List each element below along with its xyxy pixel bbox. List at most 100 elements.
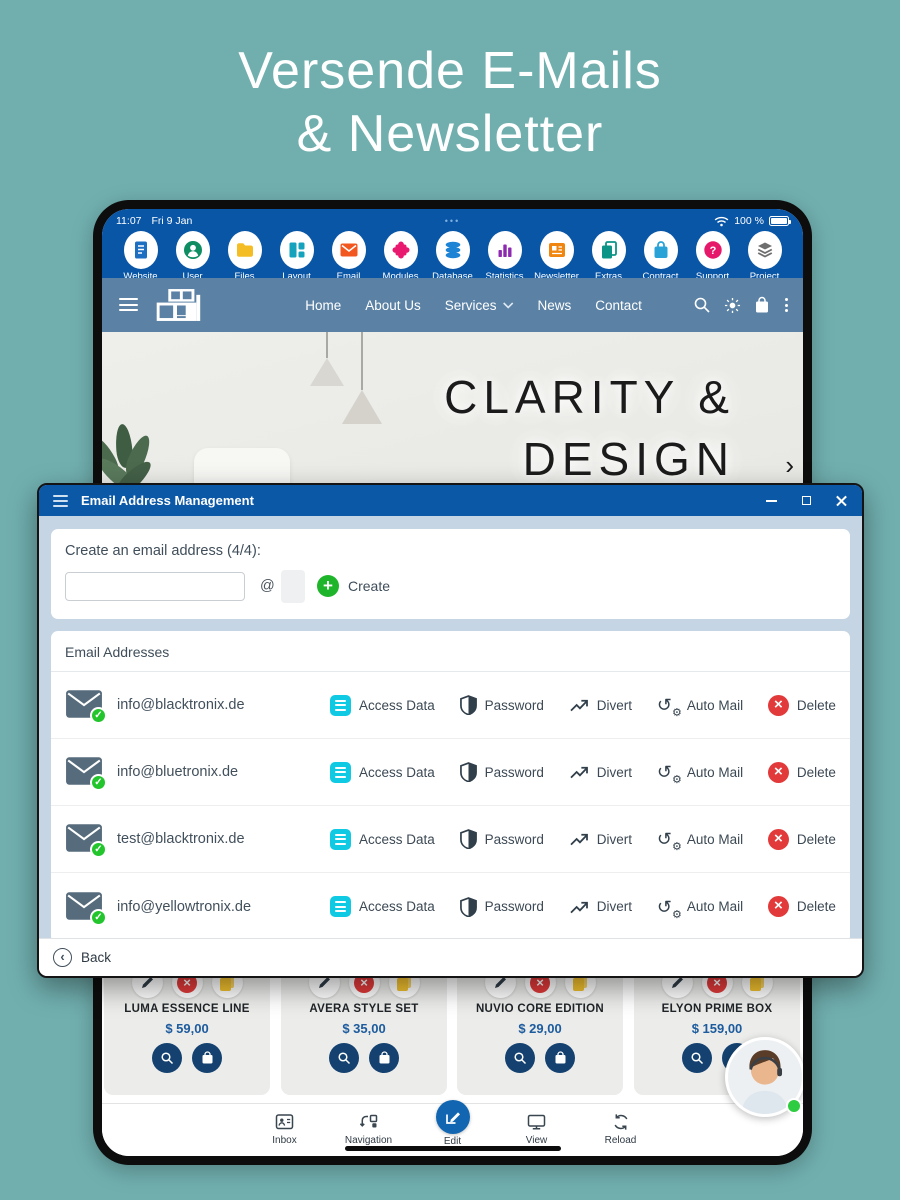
auto-mail-button[interactable]: ↺ ⚙ Auto Mail	[656, 695, 744, 719]
password-button[interactable]: Password	[459, 829, 544, 849]
auto-mail-button[interactable]: ↺ ⚙ Auto Mail	[656, 762, 744, 786]
access-data-icon	[330, 828, 351, 850]
nav-about-us[interactable]: About Us	[365, 297, 421, 313]
nav-home[interactable]: Home	[305, 297, 342, 313]
email-address: info@blacktronix.de	[117, 697, 245, 713]
buy-bag-icon[interactable]	[192, 1043, 222, 1073]
access-data-button[interactable]: Access Data	[330, 761, 435, 783]
access-data-button[interactable]: Access Data	[330, 828, 435, 850]
app-modules[interactable]: Modules	[377, 231, 424, 282]
access-data-icon	[330, 896, 351, 917]
battery-icon	[769, 216, 791, 226]
divert-arrow-icon	[570, 901, 588, 913]
pendant-lamp-icon	[310, 332, 344, 386]
search-icon[interactable]	[693, 296, 711, 314]
nav-contact[interactable]: Contact	[595, 297, 642, 313]
maximize-icon[interactable]	[799, 494, 813, 508]
domain-select[interactable]	[281, 570, 305, 603]
app-database[interactable]: Database	[429, 231, 476, 282]
app-support[interactable]: ? Support	[689, 231, 736, 282]
tab-edit[interactable]: Edit	[425, 1100, 481, 1156]
app-user[interactable]: User	[169, 231, 216, 282]
back-button[interactable]: ‹ Back	[53, 948, 111, 967]
auto-mail-button[interactable]: ↺ ⚙ Auto Mail	[656, 896, 744, 921]
carousel-next-icon[interactable]: ›	[785, 450, 794, 480]
email-list-panel: Email Addresses ✓ info@blacktronix.de Ac…	[51, 631, 850, 943]
brightness-sun-icon[interactable]	[724, 297, 741, 314]
app-icon-row: Website User Files	[102, 230, 803, 282]
app-newsletter[interactable]: Newsletter	[533, 231, 580, 282]
create-button[interactable]: Create	[348, 578, 391, 594]
check-icon: ✓	[90, 707, 107, 724]
create-plus-icon[interactable]: +	[317, 575, 339, 597]
tab-navigation[interactable]: Navigation	[341, 1111, 397, 1156]
email-address: info@yellowtronix.de	[117, 898, 252, 915]
inbox-contact-icon	[275, 1111, 294, 1133]
access-data-button[interactable]: Access Data	[330, 694, 435, 716]
app-files[interactable]: Files	[221, 231, 268, 282]
delete-x-icon: ×	[767, 761, 789, 783]
nav-news[interactable]: News	[537, 297, 572, 313]
password-button[interactable]: Password	[459, 695, 544, 715]
product-card: × LUMA ESSENCE LINE $ 59,00	[104, 962, 270, 1095]
product-card: × AVERA STYLE SET $ 35,00	[281, 962, 447, 1095]
kebab-menu-icon[interactable]	[783, 296, 790, 314]
tab-inbox[interactable]: Inbox	[257, 1111, 313, 1156]
app-project[interactable]: Project	[741, 231, 788, 282]
support-avatar[interactable]	[725, 1037, 803, 1117]
app-email[interactable]: Email	[325, 231, 372, 282]
buy-bag-icon[interactable]	[545, 1043, 575, 1073]
app-website[interactable]: Website	[117, 231, 164, 282]
minimize-icon[interactable]	[764, 494, 778, 508]
delete-button[interactable]: × Delete	[767, 761, 836, 783]
delete-button[interactable]: × Delete	[767, 828, 836, 850]
zoom-icon[interactable]	[152, 1043, 182, 1073]
password-button[interactable]: Password	[459, 762, 544, 782]
dialog-titlebar[interactable]: Email Address Management	[39, 485, 862, 516]
delete-x-icon: ×	[767, 828, 789, 850]
dialog-menu-icon[interactable]	[53, 494, 68, 507]
email-local-part-input[interactable]	[65, 572, 245, 601]
zoom-icon[interactable]	[329, 1043, 359, 1073]
wifi-icon	[714, 216, 729, 226]
zoom-icon[interactable]	[505, 1043, 535, 1073]
home-indicator-handle[interactable]	[344, 1146, 561, 1151]
menu-icon[interactable]	[119, 298, 138, 311]
app-statistics[interactable]: Statistics	[481, 231, 528, 282]
app-layout[interactable]: Layout	[273, 231, 320, 282]
user-icon	[175, 231, 210, 269]
product-price: $ 35,00	[342, 1021, 386, 1036]
tab-reload[interactable]: Reload	[593, 1111, 649, 1156]
product-price: $ 29,00	[518, 1021, 562, 1036]
divert-button[interactable]: Divert	[569, 899, 632, 915]
email-address: test@blacktronix.de	[117, 831, 245, 847]
verified-mail-icon: ✓	[65, 689, 107, 724]
divert-button[interactable]: Divert	[569, 764, 632, 780]
password-button[interactable]: Password	[459, 896, 544, 917]
shopping-bag-icon[interactable]	[754, 296, 770, 314]
back-chevron-icon: ‹	[53, 948, 72, 967]
site-logo-house-icon[interactable]	[148, 287, 206, 323]
divert-button[interactable]: Divert	[569, 697, 632, 713]
delete-x-icon: ×	[767, 694, 789, 716]
divert-button[interactable]: Divert	[569, 831, 632, 847]
access-data-button[interactable]: Access Data	[330, 896, 435, 917]
app-contract[interactable]: Contract	[637, 231, 684, 282]
delete-button[interactable]: × Delete	[767, 896, 836, 917]
tab-view[interactable]: View	[509, 1111, 565, 1156]
svg-text:?: ?	[709, 245, 716, 257]
zoom-icon[interactable]	[682, 1043, 712, 1073]
divert-arrow-icon	[570, 833, 588, 846]
bar-chart-icon	[487, 231, 522, 269]
check-icon: ✓	[90, 774, 107, 791]
battery-percent: 100 %	[734, 215, 764, 227]
app-extras[interactable]: Extras	[585, 231, 632, 282]
nav-services[interactable]: Services	[445, 298, 514, 313]
auto-mail-button[interactable]: ↺ ⚙ Auto Mail	[656, 829, 744, 853]
delete-button[interactable]: × Delete	[767, 694, 836, 716]
auto-mail-icon: ↺ ⚙	[656, 829, 682, 853]
product-card: × NUVIO CORE EDITION $ 29,00	[457, 962, 623, 1095]
buy-bag-icon[interactable]	[369, 1043, 399, 1073]
close-icon[interactable]	[834, 494, 848, 508]
